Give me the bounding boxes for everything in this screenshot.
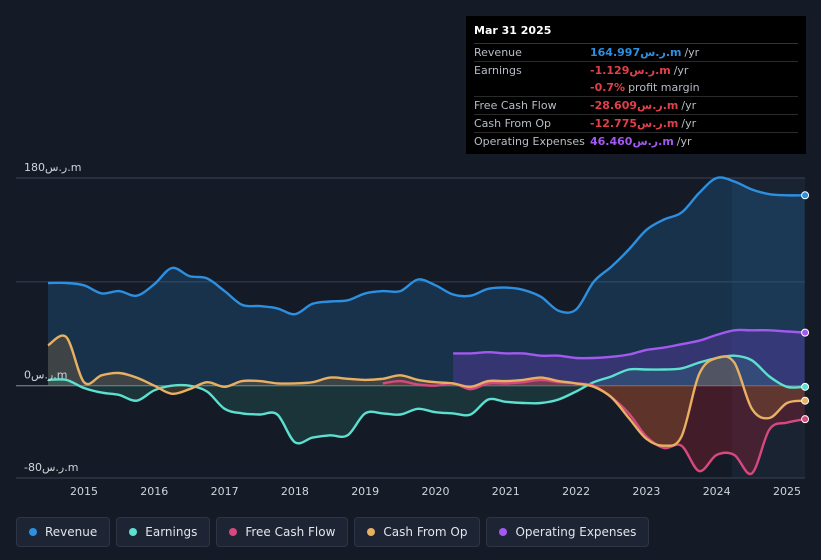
cash-from-op-line	[47, 334, 805, 447]
x-tick-label: 2022	[562, 485, 590, 498]
series-lines	[47, 176, 805, 476]
x-tick-label: 2021	[492, 485, 520, 498]
legend-dot-icon	[229, 528, 238, 536]
end-markers	[801, 191, 810, 424]
chart-legend: Revenue Earnings Free Cash Flow Cash Fro…	[16, 517, 650, 549]
tooltip-row-cash-from-op: Cash From Op -12.775ر.س.m /yr	[474, 115, 798, 133]
tooltip-label	[474, 79, 590, 96]
tooltip-date: Mar 31 2025	[474, 23, 798, 44]
tooltip-row-revenue: Revenue 164.997ر.س.m /yr	[474, 44, 798, 62]
legend-label: Operating Expenses	[515, 525, 637, 539]
legend-dot-icon	[129, 528, 138, 536]
x-tick-label: 2017	[211, 485, 239, 498]
legend-dot-icon	[499, 528, 508, 536]
data-tooltip: Mar 31 2025 Revenue 164.997ر.س.m /yr Ear…	[466, 16, 806, 154]
cash-from-op-area	[48, 335, 805, 446]
series-areas	[48, 177, 805, 474]
tooltip-value: -0.7%	[590, 81, 626, 94]
y-axis-labels: 180ر.س.m 0ر.س.m -80ر.س.m	[24, 161, 81, 474]
tooltip-row-earnings: Earnings -1.129ر.س.m /yr	[474, 62, 798, 79]
x-tick-label: 2025	[773, 485, 801, 498]
tooltip-row-operating-expenses: Operating Expenses 46.460ر.س.m /yr	[474, 133, 798, 150]
tooltip-unit: /yr	[673, 64, 689, 77]
x-tick-label: 2020	[422, 485, 450, 498]
y-tick-label: 180ر.س.m	[24, 161, 81, 174]
tooltip-row-free-cash-flow: Free Cash Flow -28.609ر.س.m /yr	[474, 97, 798, 115]
tooltip-value: -28.609ر.س.m	[590, 99, 679, 112]
tooltip-label: Cash From Op	[474, 117, 552, 130]
x-tick-label: 2024	[703, 485, 731, 498]
x-tick-label: 2016	[140, 485, 168, 498]
tooltip-label: Earnings	[474, 64, 522, 77]
operating-expenses-line	[453, 328, 805, 360]
tooltip-value: -12.775ر.س.m	[590, 117, 679, 130]
legend-item-earnings[interactable]: Earnings	[116, 517, 211, 547]
tooltip-unit: /yr	[684, 46, 700, 59]
gridlines	[16, 177, 805, 479]
cash-from-op-end-marker	[801, 396, 810, 405]
legend-item-free-cash-flow[interactable]: Free Cash Flow	[216, 517, 349, 547]
tooltip-unit: profit margin	[628, 81, 700, 94]
forecast-highlight-band	[732, 178, 805, 478]
legend-dot-icon	[29, 528, 37, 536]
legend-label: Cash From Op	[383, 525, 468, 539]
earnings-area	[48, 355, 805, 444]
free-cash-flow-area	[382, 379, 805, 474]
tooltip-label: Revenue	[474, 46, 522, 59]
earnings-end-marker	[801, 382, 810, 391]
tooltip-unit: /yr	[681, 99, 697, 112]
x-tick-label: 2015	[70, 485, 98, 498]
financial-line-chart: 180ر.س.m0ر.س.m-80ر.س.m 2015 2016 2017 2018 2…	[16, 161, 810, 498]
revenue-line	[47, 176, 805, 316]
x-tick-label: 2023	[632, 485, 660, 498]
tooltip-value: 46.460ر.س.m	[590, 135, 674, 148]
y-tick-label: 0ر.س.m	[24, 369, 67, 382]
tooltip-label: Operating Expenses	[474, 135, 585, 148]
tooltip-row-profit-margin: -0.7% profit margin	[474, 79, 798, 97]
tooltip-unit: /yr	[676, 135, 692, 148]
legend-item-revenue[interactable]: Revenue	[16, 517, 111, 547]
legend-item-cash-from-op[interactable]: Cash From Op	[354, 517, 481, 547]
tooltip-value: -1.129ر.س.m	[590, 64, 671, 77]
legend-dot-icon	[367, 528, 376, 536]
revenue-end-marker	[801, 191, 810, 200]
earnings-line	[47, 354, 805, 445]
x-tick-label: 2018	[281, 485, 309, 498]
legend-label: Earnings	[145, 525, 198, 539]
operating-expenses-end-marker	[801, 328, 810, 337]
legend-label: Free Cash Flow	[245, 525, 336, 539]
tooltip-value: 164.997ر.س.m	[590, 46, 682, 59]
tooltip-label: Free Cash Flow	[474, 99, 557, 112]
operating-expenses-area	[453, 329, 805, 386]
x-axis-labels: 2015 2016 2017 2018 2019 2020 2021 2022 2023 2024…	[70, 485, 801, 498]
tooltip-unit: /yr	[681, 117, 697, 130]
legend-item-operating-expenses[interactable]: Operating Expenses	[486, 517, 650, 547]
free-cash-flow-end-marker	[801, 415, 810, 424]
y-tick-label: -80ر.س.m	[24, 461, 78, 474]
x-tick-label: 2019	[351, 485, 379, 498]
legend-label: Revenue	[45, 525, 98, 539]
